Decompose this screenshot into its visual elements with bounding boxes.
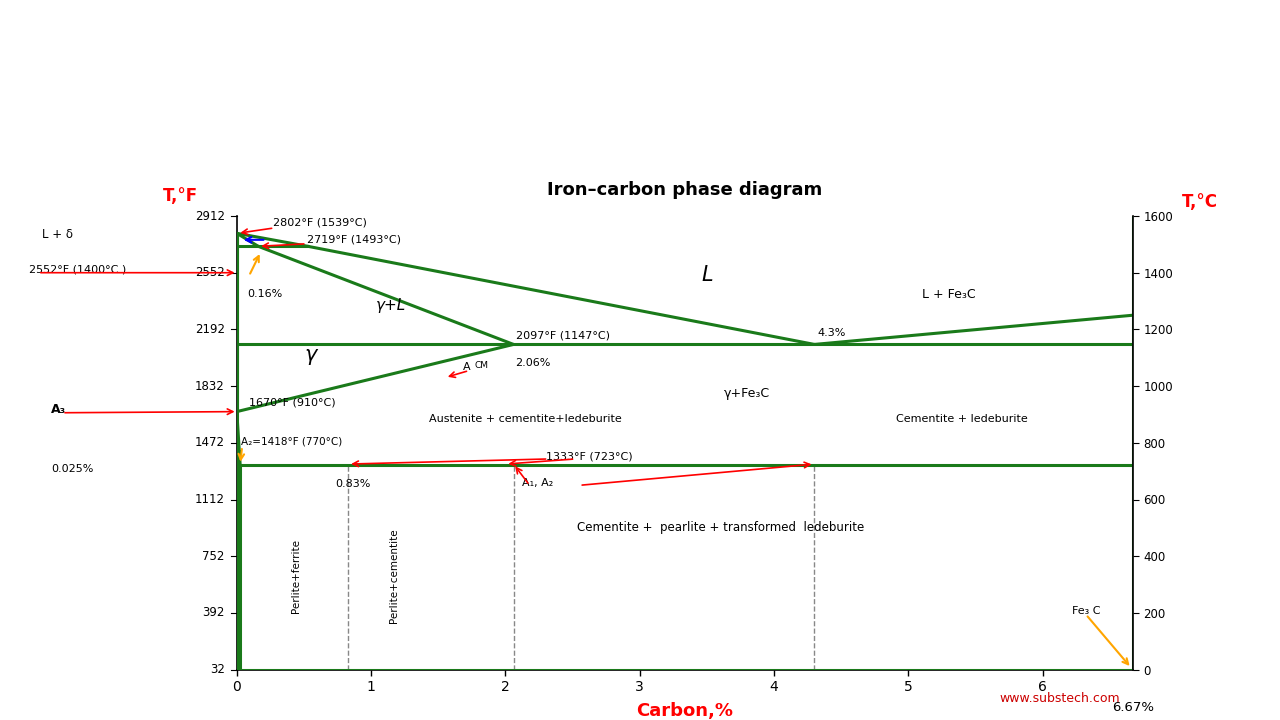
Text: 392: 392: [202, 606, 225, 619]
Text: 0.83%: 0.83%: [335, 479, 370, 489]
Text: A₁, A₂: A₁, A₂: [521, 478, 553, 488]
Text: www.substech.com: www.substech.com: [1000, 692, 1120, 705]
Text: 32: 32: [210, 663, 225, 676]
Text: Cementite + ledeburite: Cementite + ledeburite: [896, 413, 1028, 423]
Text: γ: γ: [305, 345, 317, 364]
Text: 2.06%: 2.06%: [515, 358, 550, 368]
Text: L: L: [701, 265, 713, 285]
Text: 2719°F (1493°C): 2719°F (1493°C): [307, 235, 401, 244]
Text: 1832: 1832: [195, 379, 225, 392]
Text: T,°C: T,°C: [1183, 194, 1219, 212]
Text: 2912: 2912: [195, 210, 225, 222]
Text: Carbon,%: Carbon,%: [636, 703, 733, 720]
Text: 0.16%: 0.16%: [247, 289, 283, 299]
Text: IRON CARBON EQUILIBRIUM DIAGRAM: IRON CARBON EQUILIBRIUM DIAGRAM: [195, 125, 1085, 167]
Text: Perlite+cementite: Perlite+cementite: [389, 528, 399, 624]
Text: A: A: [462, 361, 470, 372]
Text: 2802°F (1539°C): 2802°F (1539°C): [273, 218, 367, 228]
Text: Cementite +  pearlite + transformed  ledeburite: Cementite + pearlite + transformed ledeb…: [577, 521, 864, 534]
Text: 2192: 2192: [195, 323, 225, 336]
Text: A₃: A₃: [51, 402, 67, 415]
Text: T,°F: T,°F: [163, 186, 198, 204]
Text: 1472: 1472: [195, 436, 225, 449]
Text: Austenite + cementite+ledeburite: Austenite + cementite+ledeburite: [429, 413, 622, 423]
Text: 1670°F (910°C): 1670°F (910°C): [248, 397, 335, 408]
Text: 4.3%: 4.3%: [817, 328, 846, 338]
Text: Fe₃ C: Fe₃ C: [1073, 606, 1101, 616]
Text: 6.67%: 6.67%: [1112, 701, 1153, 714]
Text: 1333°F (723°C): 1333°F (723°C): [545, 451, 632, 462]
Text: Perlite+ferrite: Perlite+ferrite: [291, 539, 301, 613]
Text: 0.025%: 0.025%: [51, 464, 93, 474]
Text: L + δ: L + δ: [42, 228, 73, 240]
Text: L + Fe₃C: L + Fe₃C: [922, 288, 975, 301]
Text: γ+Fe₃C: γ+Fe₃C: [724, 387, 771, 400]
Text: 1112: 1112: [195, 493, 225, 506]
Text: 752: 752: [202, 549, 225, 563]
Text: Iron–carbon phase diagram: Iron–carbon phase diagram: [547, 181, 822, 199]
Text: 2552: 2552: [195, 266, 225, 279]
Text: CM: CM: [475, 361, 489, 369]
Text: 2097°F (1147°C): 2097°F (1147°C): [516, 330, 611, 341]
Text: 2552°F (1400°C ): 2552°F (1400°C ): [28, 265, 125, 275]
Text: A₂=1418°F (770°C): A₂=1418°F (770°C): [241, 437, 342, 447]
Text: γ+L: γ+L: [376, 297, 407, 312]
